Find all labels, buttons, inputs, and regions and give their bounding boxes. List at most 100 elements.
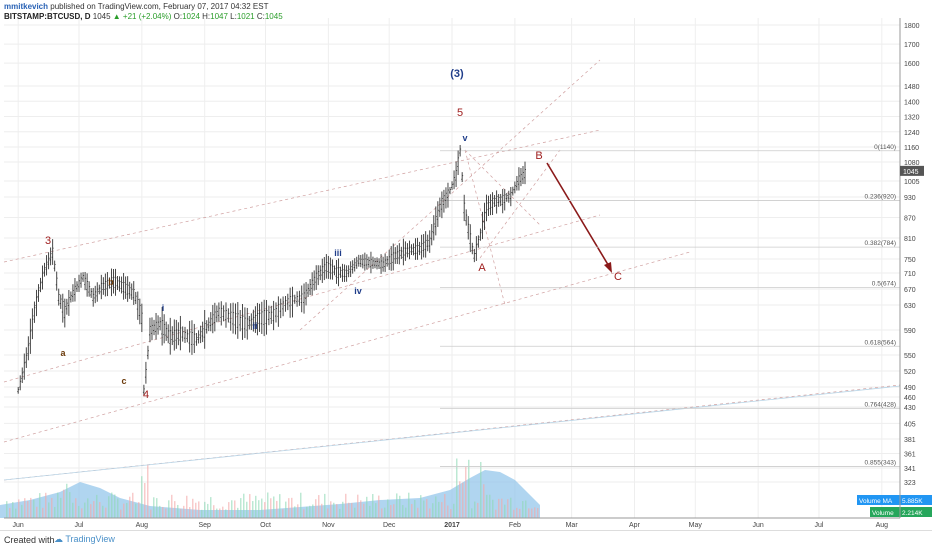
- volume-bar: [393, 504, 395, 518]
- volume-bar: [333, 502, 335, 518]
- volume-bar: [531, 508, 533, 518]
- volume-bar: [105, 507, 107, 518]
- volume-bar: [117, 498, 119, 518]
- created-with-text: Created with: [4, 535, 55, 545]
- volume-bar: [462, 482, 464, 518]
- volume-bar: [477, 502, 479, 518]
- time-tick-label: Jul: [75, 522, 84, 529]
- volume-bar: [309, 505, 311, 518]
- volume-bar: [138, 502, 140, 518]
- price-chart[interactable]: Volume MA 5.885K Volume 2.214K 0(1140) 0.236…: [0, 0, 932, 530]
- volume-bar: [42, 507, 44, 518]
- volume-bar: [258, 500, 260, 518]
- volume-bar: [243, 493, 245, 518]
- volume-ma-tag: [857, 495, 900, 505]
- volume-bar: [48, 502, 50, 518]
- volume-bar: [147, 464, 149, 518]
- volume-bar: [489, 494, 491, 518]
- volume-bar: [192, 498, 194, 518]
- volume-bar: [222, 506, 224, 518]
- volume-bar: [417, 507, 419, 518]
- price-tick-label: 1080: [904, 160, 920, 167]
- volume-bar: [300, 492, 302, 518]
- price-tick-label: 1240: [904, 130, 920, 137]
- volume-bar: [342, 501, 344, 518]
- volume-bar: [492, 499, 494, 518]
- volume-bar: [414, 499, 416, 518]
- price-tick-label: 630: [904, 303, 916, 310]
- close-label: C:: [256, 12, 265, 21]
- symbol-label[interactable]: BITSTAMP:BTCUSD, D: [4, 12, 91, 21]
- volume-bar: [411, 503, 413, 518]
- volume-bar: [402, 505, 404, 518]
- volume-bar: [174, 501, 176, 518]
- volume-bar: [381, 508, 383, 518]
- time-tick-label: Dec: [383, 522, 396, 529]
- time-axis[interactable]: Jun Jul Aug Sep Oct Nov Dec 2017 Feb Mar Apr May Jun…: [4, 517, 900, 529]
- volume-bar: [9, 507, 11, 518]
- fib-label: 0.236(920): [865, 193, 896, 200]
- time-tick-label: Jul: [814, 522, 823, 529]
- volume-bar: [288, 498, 290, 518]
- volume-bar: [219, 508, 221, 518]
- time-tick-label: Aug: [876, 522, 889, 529]
- wave-label: v: [462, 133, 467, 143]
- author-link[interactable]: mmitkevich: [4, 2, 49, 11]
- volume-bar: [33, 499, 35, 518]
- chart-header: mmitkevich published on TradingView.com,…: [4, 2, 283, 22]
- price-tick-label: 670: [904, 287, 916, 294]
- volume-bar: [78, 505, 80, 518]
- volume-bar: [162, 506, 164, 518]
- volume-bar: [483, 484, 485, 518]
- volume-ma-label: Volume MA: [859, 498, 893, 505]
- price-tick-label: 520: [904, 369, 916, 376]
- volume-bar: [384, 507, 386, 518]
- volume-bar: [144, 483, 146, 518]
- volume-bar: [216, 508, 218, 518]
- wave-label: 3: [45, 235, 51, 247]
- volume-bar: [306, 506, 308, 518]
- volume-bar: [360, 500, 362, 518]
- volume-ma-value-tag: [900, 495, 932, 505]
- fib-label: 0.618(564): [865, 339, 896, 346]
- volume-bar: [441, 502, 443, 518]
- volume-bar: [72, 502, 74, 518]
- volume-bar: [351, 502, 353, 518]
- volume-bar: [336, 504, 338, 518]
- volume-bar: [390, 505, 392, 518]
- wave-label: ii: [252, 321, 257, 331]
- volume-bar: [84, 502, 86, 518]
- time-tick-label: Aug: [136, 522, 149, 529]
- volume-bar: [159, 505, 161, 518]
- volume-bar: [468, 459, 470, 518]
- volume-bar: [201, 509, 203, 518]
- volume-bar: [339, 508, 341, 518]
- wave-label: b: [108, 277, 114, 287]
- volume-bar: [156, 498, 158, 518]
- price-tick-label: 1700: [904, 42, 920, 49]
- price-tick-label: 590: [904, 328, 916, 335]
- price-tick-label: 381: [904, 437, 916, 444]
- open-value: 1024: [182, 12, 200, 21]
- chart-grid: [4, 18, 900, 518]
- volume-bar: [228, 502, 230, 518]
- volume-bar: [186, 495, 188, 518]
- volume-bar: [18, 499, 20, 518]
- volume-bar: [303, 509, 305, 518]
- price-axis[interactable]: 1800 1700 1600 1480 1400 1320 1240 1160 1080 1005…: [899, 18, 924, 518]
- volume-bar: [87, 498, 89, 518]
- volume-bar: [66, 483, 68, 518]
- fib-levels: 0(1140) 0.236(920) 0.382(784) 0.5(674) 0.618…: [440, 144, 900, 467]
- fib-label: 0.764(428): [865, 401, 896, 408]
- price-change: ▲ +21 (+2.04%): [112, 12, 172, 21]
- tradingview-logo[interactable]: ☁ TradingView: [54, 534, 115, 544]
- low-value: 1021: [236, 12, 255, 21]
- volume-bar: [405, 507, 407, 518]
- price-tick-label: 1400: [904, 99, 920, 106]
- price-tick-label: 1320: [904, 115, 920, 122]
- volume-bar: [126, 502, 128, 518]
- open-label: O:: [173, 12, 183, 21]
- volume-bar: [525, 500, 527, 518]
- volume-bar: [312, 504, 314, 518]
